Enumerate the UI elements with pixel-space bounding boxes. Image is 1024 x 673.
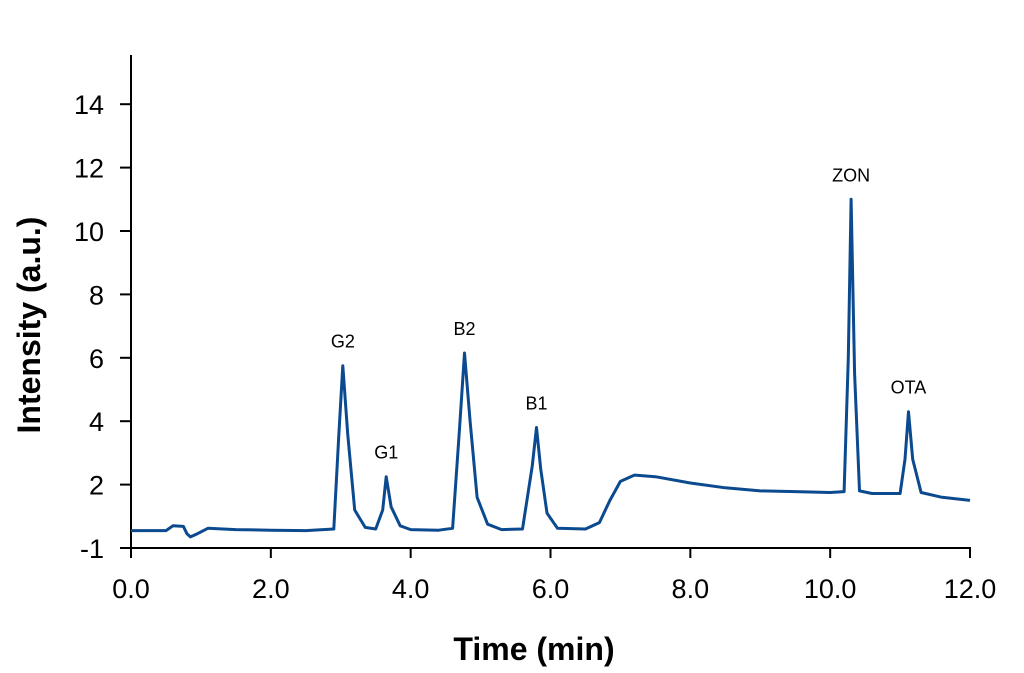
x-tick-label: 2.0 bbox=[252, 574, 290, 604]
y-tick-label: -1 bbox=[80, 534, 104, 564]
y-tick-label: 10 bbox=[74, 217, 104, 247]
y-axis-title: Intensity (a.u.) bbox=[11, 217, 47, 434]
peak-label-b1: B1 bbox=[526, 394, 548, 414]
peak-label-g2: G2 bbox=[331, 332, 355, 352]
y-tick-label: 14 bbox=[74, 90, 104, 120]
y-tick-label: 8 bbox=[89, 280, 104, 310]
x-tick-label: 6.0 bbox=[532, 574, 570, 604]
peak-label-b2: B2 bbox=[453, 319, 475, 339]
x-ticks: 0.0 2.0 4.0 6.0 8.0 10.0 12.0 bbox=[112, 548, 996, 604]
axes: -1 2 4 6 8 10 12 14 0.0 2.0 4.0 6.0 8.0 10.0 12.0 bbox=[74, 55, 996, 604]
x-tick-label: 8.0 bbox=[672, 574, 710, 604]
y-tick-label: 4 bbox=[89, 407, 104, 437]
chromatogram-line bbox=[131, 197, 971, 539]
x-axis-title: Time (min) bbox=[453, 631, 614, 667]
peak-label-zon: ZON bbox=[832, 165, 870, 185]
x-tick-label: 10.0 bbox=[804, 574, 857, 604]
y-tick-label: 12 bbox=[74, 154, 104, 184]
x-tick-label: 0.0 bbox=[112, 574, 150, 604]
peak-label-ota: OTA bbox=[891, 378, 927, 398]
y-ticks: -1 2 4 6 8 10 12 14 bbox=[74, 90, 131, 564]
y-tick-label: 6 bbox=[89, 344, 104, 374]
peak-label-g1: G1 bbox=[374, 443, 398, 463]
x-tick-label: 4.0 bbox=[392, 574, 430, 604]
x-tick-label: 12.0 bbox=[944, 574, 997, 604]
peak-labels: G2 G1 B2 B1 ZON OTA bbox=[331, 165, 926, 462]
y-tick-label: 2 bbox=[89, 471, 104, 501]
